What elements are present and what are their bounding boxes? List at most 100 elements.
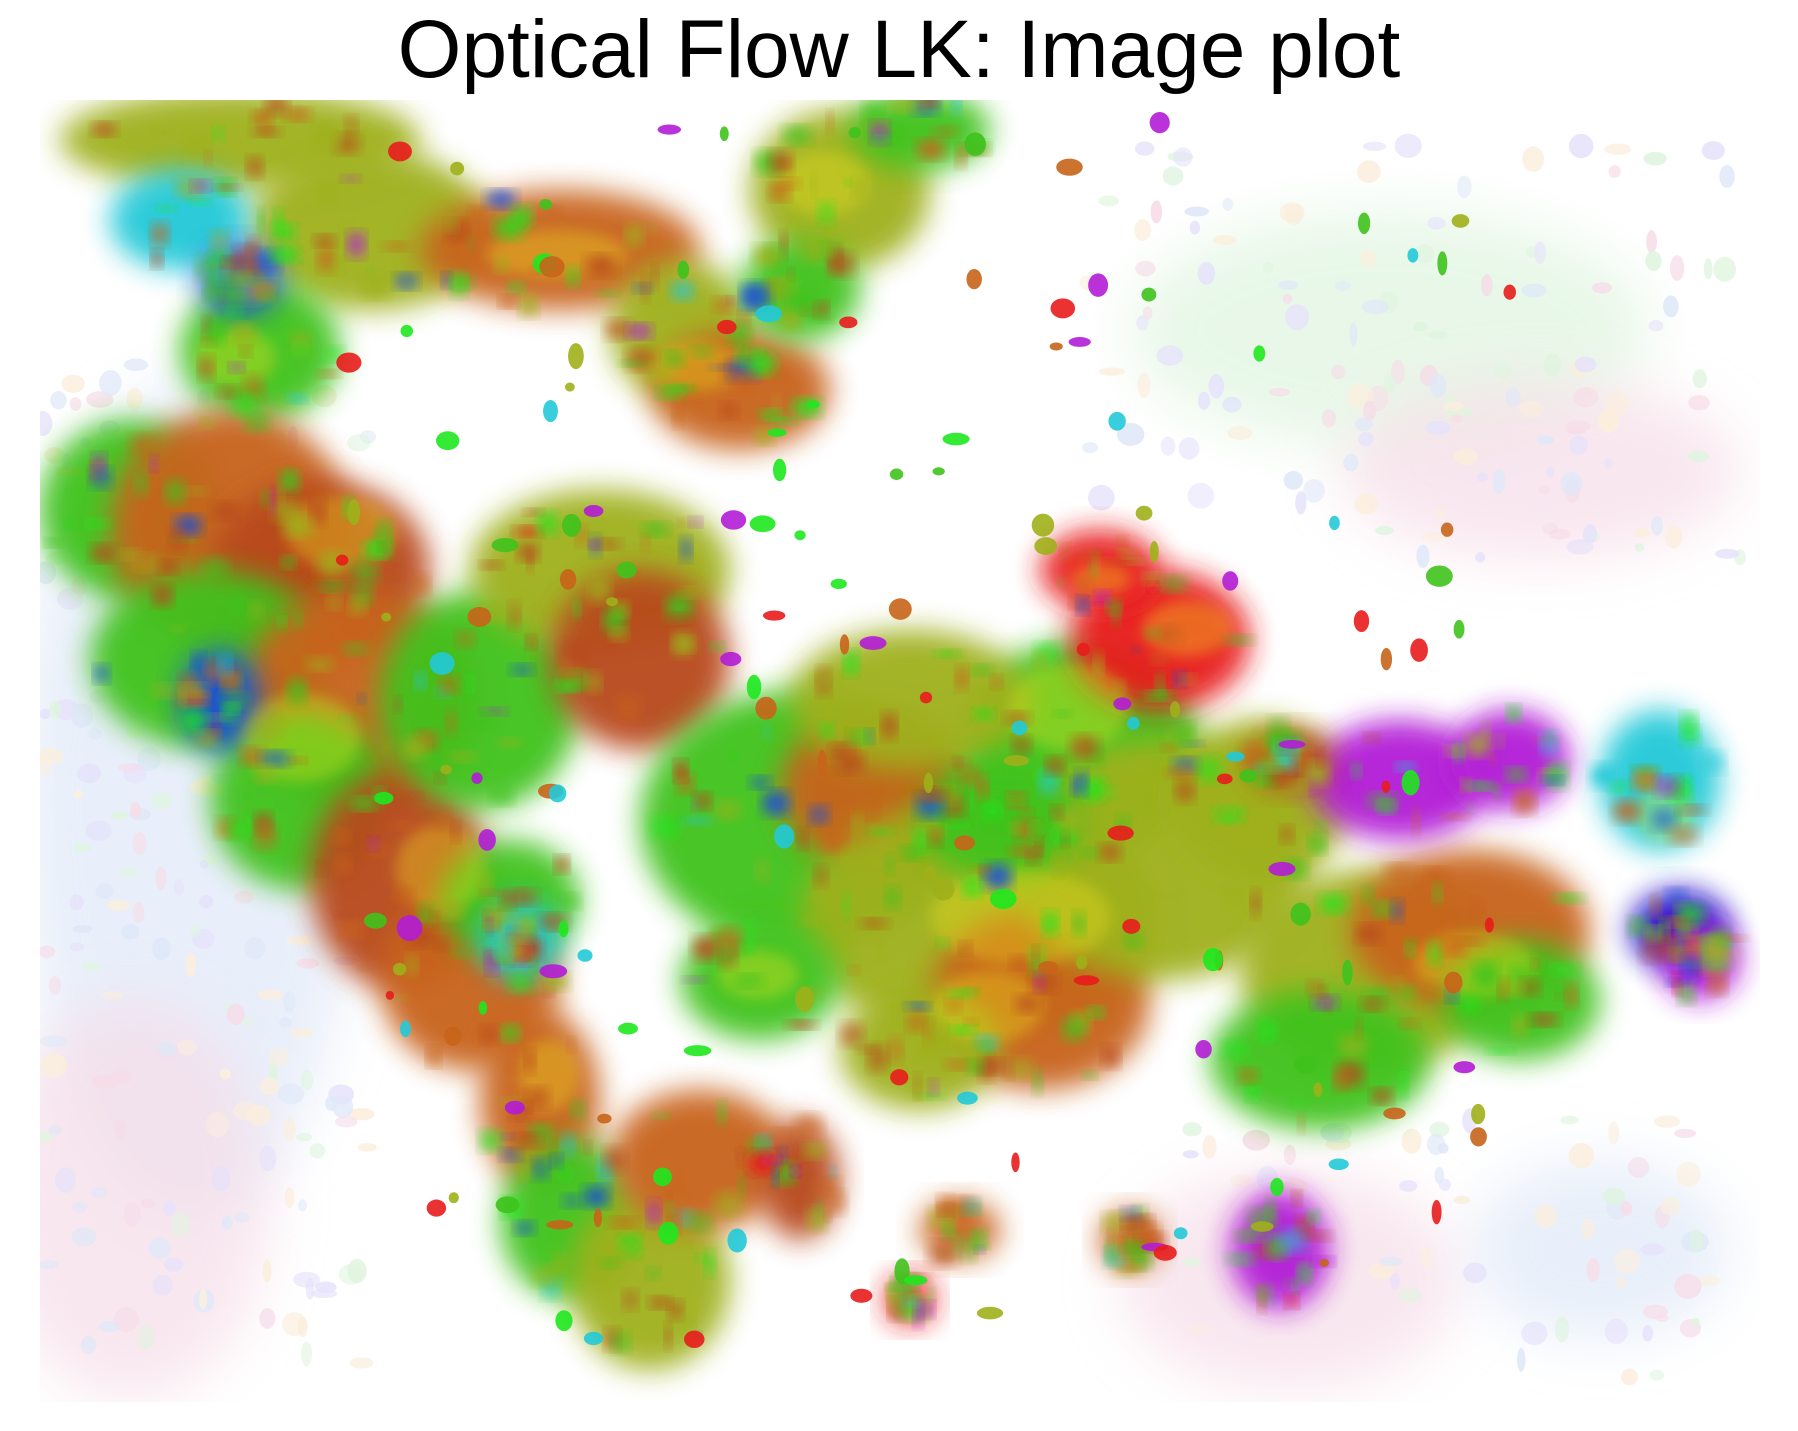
- flow-speck: [1081, 848, 1098, 859]
- faint-flow-speck: [1359, 250, 1378, 268]
- flow-speck: [490, 786, 513, 805]
- flow-speck: [584, 1141, 592, 1155]
- faint-flow-speck: [1645, 250, 1662, 271]
- flow-speck: [1106, 599, 1121, 614]
- faint-flow-speck: [1379, 1256, 1403, 1267]
- flow-speck: [908, 1082, 929, 1099]
- flow-speck: [790, 1165, 801, 1177]
- faint-flow-speck: [1627, 1157, 1650, 1178]
- flow-speck: [64, 518, 73, 529]
- flow-island: [772, 458, 787, 482]
- flow-speck: [482, 889, 505, 896]
- faint-flow-speck: [1427, 217, 1446, 230]
- faint-flow-speck: [199, 1288, 208, 1310]
- flow-speck: [492, 903, 517, 911]
- flow-speck: [778, 1147, 788, 1162]
- flow-speck: [650, 815, 680, 839]
- flow-island: [1031, 513, 1055, 537]
- flow-speck: [130, 434, 157, 457]
- flow-speck: [612, 1332, 630, 1353]
- flow-speck: [1662, 916, 1690, 927]
- flow-speck: [389, 995, 409, 1002]
- flow-speck: [287, 678, 307, 705]
- flow-island: [1108, 411, 1126, 431]
- flow-speck: [665, 1190, 672, 1200]
- flow-speck: [599, 1257, 621, 1269]
- faint-flow-speck: [1116, 422, 1145, 447]
- flow-speck: [907, 1012, 926, 1032]
- flow-speck: [683, 976, 706, 983]
- flow-speck: [229, 362, 244, 373]
- flow-speck: [812, 242, 821, 259]
- flow-speck: [451, 949, 469, 958]
- flow-island: [543, 400, 558, 423]
- faint-flow-speck: [1687, 450, 1710, 463]
- faint-flow-speck: [1222, 197, 1234, 211]
- flow-speck: [210, 230, 229, 251]
- flow-island: [1135, 505, 1153, 521]
- faint-flow-speck: [1660, 1196, 1682, 1216]
- flow-speck: [1000, 1060, 1014, 1079]
- flow-island: [577, 949, 593, 962]
- faint-flow-speck: [1536, 435, 1555, 445]
- flow-speck: [1124, 931, 1144, 950]
- flow-speck: [829, 1166, 837, 1178]
- flow-speck: [653, 1112, 670, 1119]
- faint-flow-speck: [1389, 1272, 1401, 1290]
- flow-speck: [901, 1296, 918, 1307]
- flow-speck: [772, 395, 781, 410]
- flow-speck: [498, 737, 521, 748]
- flow-island: [448, 1192, 459, 1204]
- faint-flow-speck: [1212, 235, 1237, 245]
- flow-speck: [1666, 888, 1687, 902]
- flow-speck: [174, 516, 202, 535]
- flow-speck: [1661, 929, 1674, 950]
- flow-speck: [797, 829, 808, 849]
- faint-flow-speck: [314, 1281, 337, 1294]
- flow-speck: [663, 351, 684, 367]
- faint-flow-speck: [1098, 367, 1126, 376]
- flow-island: [546, 1220, 574, 1230]
- flow-island: [381, 612, 392, 622]
- flow-speck: [1222, 1040, 1248, 1058]
- flow-speck: [83, 519, 111, 529]
- faint-flow-speck: [1674, 1128, 1697, 1139]
- flow-speck: [674, 761, 688, 781]
- flow-speck: [1289, 756, 1297, 764]
- faint-flow-speck: [40, 1260, 59, 1270]
- flow-speck: [585, 255, 616, 277]
- faint-flow-speck: [1719, 164, 1735, 188]
- flow-island: [953, 835, 975, 851]
- flow-speck: [693, 792, 712, 810]
- flow-island: [848, 127, 861, 139]
- flow-speck: [689, 1212, 713, 1232]
- flow-speck: [717, 1101, 727, 1125]
- flow-speck: [212, 502, 238, 520]
- flow-speck: [1442, 813, 1467, 820]
- flow-speck: [153, 129, 172, 137]
- faint-flow-speck: [1135, 260, 1156, 277]
- flow-speck: [1507, 705, 1521, 722]
- flow-speck: [679, 587, 703, 598]
- flow-speck: [740, 941, 754, 954]
- flow-speck: [928, 828, 943, 846]
- flow-speck: [818, 201, 835, 224]
- flow-island: [436, 431, 460, 451]
- flow-speck: [589, 576, 610, 603]
- flow-speck: [1238, 1068, 1259, 1084]
- flow-speck: [1136, 1224, 1160, 1247]
- flow-speck: [610, 628, 628, 641]
- flow-speck: [1395, 762, 1416, 772]
- flow-speck: [1153, 625, 1182, 645]
- faint-flow-speck: [155, 866, 167, 891]
- flow-speck: [1400, 1019, 1419, 1029]
- flow-speck: [1433, 883, 1443, 904]
- flow-island: [1149, 111, 1170, 134]
- faint-flow-speck: [1560, 1115, 1579, 1125]
- flow-speck: [1628, 917, 1648, 936]
- flow-speck: [936, 938, 949, 949]
- flow-speck: [435, 772, 446, 784]
- flow-speck: [1291, 1280, 1299, 1293]
- flow-speck: [1708, 940, 1726, 963]
- faint-flow-speck: [164, 1257, 184, 1272]
